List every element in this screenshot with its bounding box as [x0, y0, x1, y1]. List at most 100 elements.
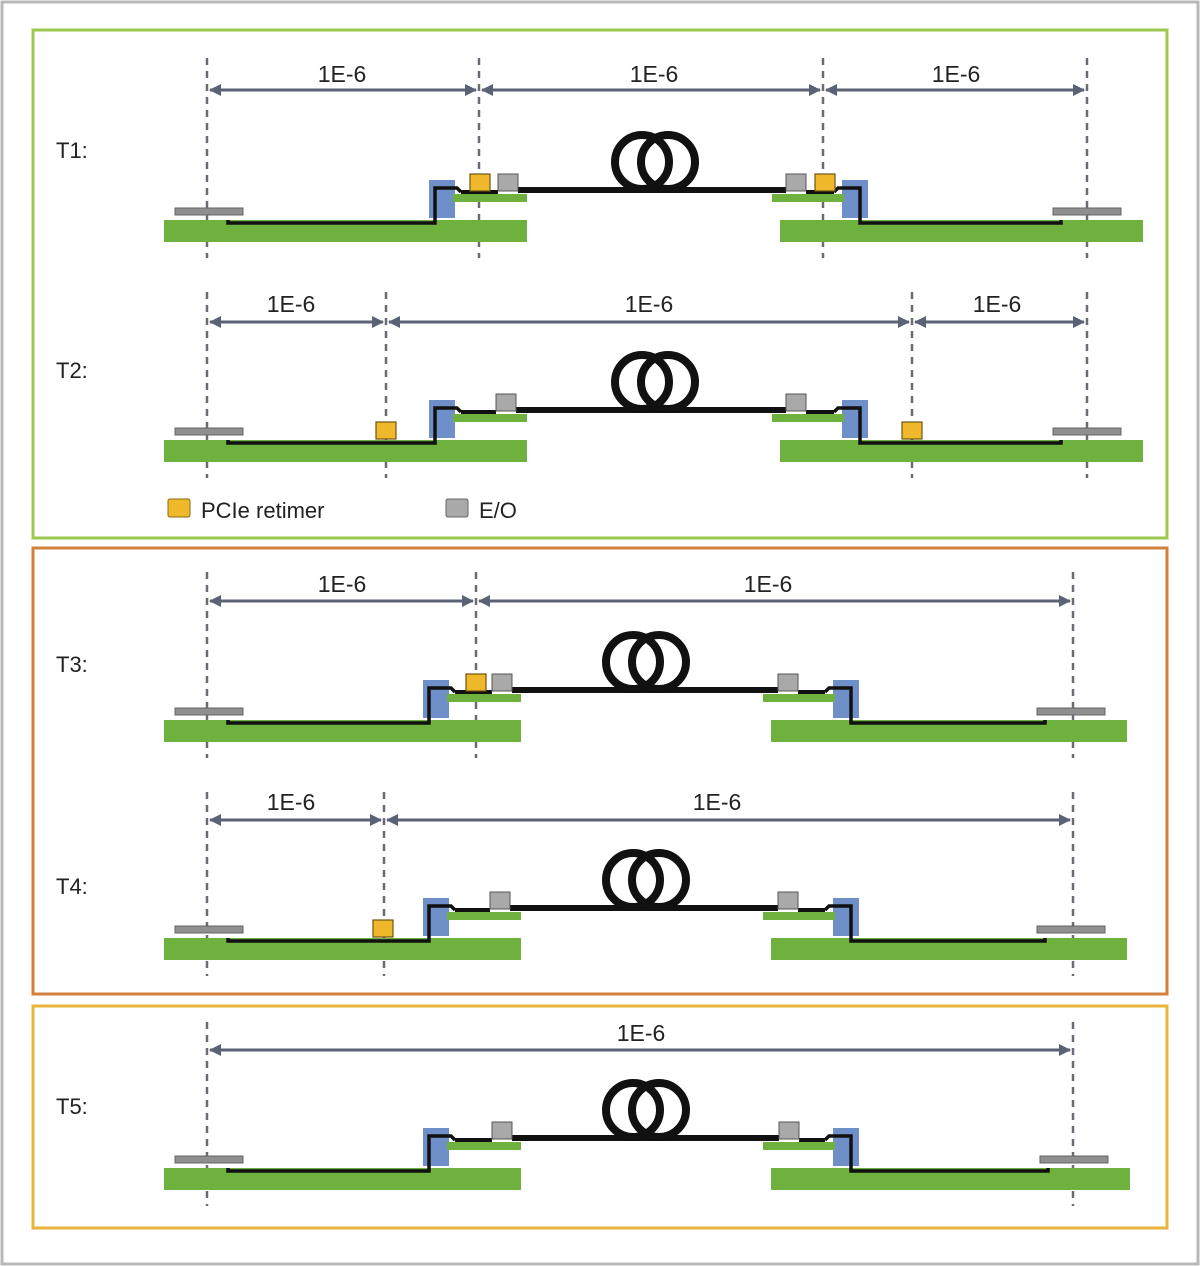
- right-module-board-t4: [763, 912, 835, 920]
- fiber-coil-left-loop-t5: [602, 1079, 664, 1141]
- left-connector-t3: [423, 680, 449, 718]
- left-electrical-trace-t3: [226, 686, 457, 725]
- fiber-coil-right-loop-t3: [628, 631, 690, 693]
- left-electrical-trace-t5: [226, 1134, 457, 1173]
- segment-label-t3-1: 1E-6: [318, 571, 367, 597]
- segment-label-t1-3: 1E-6: [932, 61, 981, 87]
- row-label-t1: T1:: [56, 138, 88, 163]
- right-connector-t4: [833, 898, 859, 936]
- segment-label-t2-3: 1E-6: [973, 291, 1022, 317]
- segment-label-t1-1: 1E-6: [318, 61, 367, 87]
- right-module-board-t1: [772, 194, 844, 202]
- pcie-retimer-t2-1: [375, 421, 397, 440]
- right-electrical-trace-t5: [823, 1134, 1050, 1173]
- eo-module-right-t5: [778, 1121, 800, 1140]
- row-label-t3: T3:: [56, 652, 88, 677]
- group-green-border: [31, 28, 1169, 540]
- right-board-t5: [771, 1168, 1130, 1190]
- left-connector-t4: [423, 898, 449, 936]
- left-connector-t2: [429, 400, 455, 438]
- eo-module-left-t4: [489, 891, 511, 910]
- fiber-coil-left-loop-t4: [602, 849, 664, 911]
- pcie-retimer-t2-2: [901, 421, 923, 440]
- fiber-coil-left-loop-t2: [611, 351, 673, 413]
- left-edge-connector-t2: [174, 427, 244, 436]
- right-edge-connector-t1: [1052, 207, 1122, 216]
- left-module-board-t5: [447, 1142, 521, 1150]
- eo-swatch: [445, 498, 469, 518]
- right-connector-t2: [842, 400, 868, 438]
- left-module-board-t4: [447, 912, 521, 920]
- left-edge-connector-t1: [174, 207, 244, 216]
- eo-module-right-t3: [777, 673, 799, 692]
- right-board-t2: [780, 440, 1143, 462]
- right-connector-t3: [833, 680, 859, 718]
- left-electrical-trace-t2: [226, 406, 463, 445]
- segment-label-t2-2: 1E-6: [625, 291, 674, 317]
- right-edge-connector-t2: [1052, 427, 1122, 436]
- fiber-coil-right-loop-t2: [637, 351, 699, 413]
- segment-label-t5-1: 1E-6: [617, 1020, 666, 1046]
- left-edge-connector-t5: [174, 1155, 244, 1164]
- segment-label-t4-2: 1E-6: [693, 789, 742, 815]
- left-board-t2: [164, 440, 527, 462]
- right-edge-connector-t4: [1036, 925, 1106, 934]
- right-edge-connector-t3: [1036, 707, 1106, 716]
- fiber-coil-left-loop-t3: [602, 631, 664, 693]
- retimer-swatch: [167, 498, 191, 518]
- left-board-t3: [164, 720, 521, 742]
- pcie-retimer-t1-2: [814, 173, 836, 192]
- right-electrical-trace-t4: [823, 904, 1047, 943]
- right-connector-t5: [833, 1128, 859, 1166]
- left-board-t5: [164, 1168, 521, 1190]
- right-module-board-t3: [763, 694, 835, 702]
- left-electrical-trace-t1: [226, 186, 463, 225]
- eo-module-right-t2: [785, 393, 807, 412]
- fiber-coil-right-loop-t5: [628, 1079, 690, 1141]
- right-board-t4: [771, 938, 1127, 960]
- left-module-board-t3: [447, 694, 521, 702]
- pcie-retimer-t3-1: [465, 673, 487, 692]
- left-module-board-t1: [453, 194, 527, 202]
- legend-eo-label: E/O: [479, 498, 517, 523]
- eo-module-left-t3: [491, 673, 513, 692]
- left-board-t1: [164, 220, 527, 242]
- left-edge-connector-t4: [174, 925, 244, 934]
- segment-label-t3-2: 1E-6: [744, 571, 793, 597]
- right-board-t3: [771, 720, 1127, 742]
- left-module-board-t2: [453, 414, 527, 422]
- right-module-board-t5: [763, 1142, 835, 1150]
- fiber-coil-left-loop-t1: [611, 131, 673, 193]
- pcie-retimer-t1-1: [469, 173, 491, 192]
- row-label-t4: T4:: [56, 874, 88, 899]
- eo-module-right-t1: [785, 173, 807, 192]
- eo-module-right-t4: [777, 891, 799, 910]
- left-connector-t1: [429, 180, 455, 218]
- right-board-t1: [780, 220, 1143, 242]
- fiber-coil-right-loop-t4: [628, 849, 690, 911]
- row-label-t2: T2:: [56, 358, 88, 383]
- left-edge-connector-t3: [174, 707, 244, 716]
- right-electrical-trace-t1: [832, 186, 1063, 225]
- eo-module-left-t1: [497, 173, 519, 192]
- segment-label-t2-1: 1E-6: [267, 291, 316, 317]
- group-orange-border: [31, 546, 1169, 996]
- pcie-retimer-t4-1: [372, 919, 394, 938]
- right-electrical-trace-t2: [832, 406, 1063, 445]
- right-module-board-t2: [772, 414, 844, 422]
- segment-label-t1-2: 1E-6: [630, 61, 679, 87]
- legend-retimer-label: PCIe retimer: [201, 498, 324, 523]
- left-board-t4: [164, 938, 521, 960]
- left-electrical-trace-t4: [226, 904, 457, 943]
- row-label-t5: T5:: [56, 1094, 88, 1119]
- segment-label-t4-1: 1E-6: [267, 789, 316, 815]
- eo-module-left-t2: [495, 393, 517, 412]
- group-yellow-border: [31, 1004, 1169, 1230]
- left-connector-t5: [423, 1128, 449, 1166]
- right-connector-t1: [842, 180, 868, 218]
- fiber-coil-right-loop-t1: [637, 131, 699, 193]
- right-edge-connector-t5: [1039, 1155, 1109, 1164]
- right-electrical-trace-t3: [823, 686, 1047, 725]
